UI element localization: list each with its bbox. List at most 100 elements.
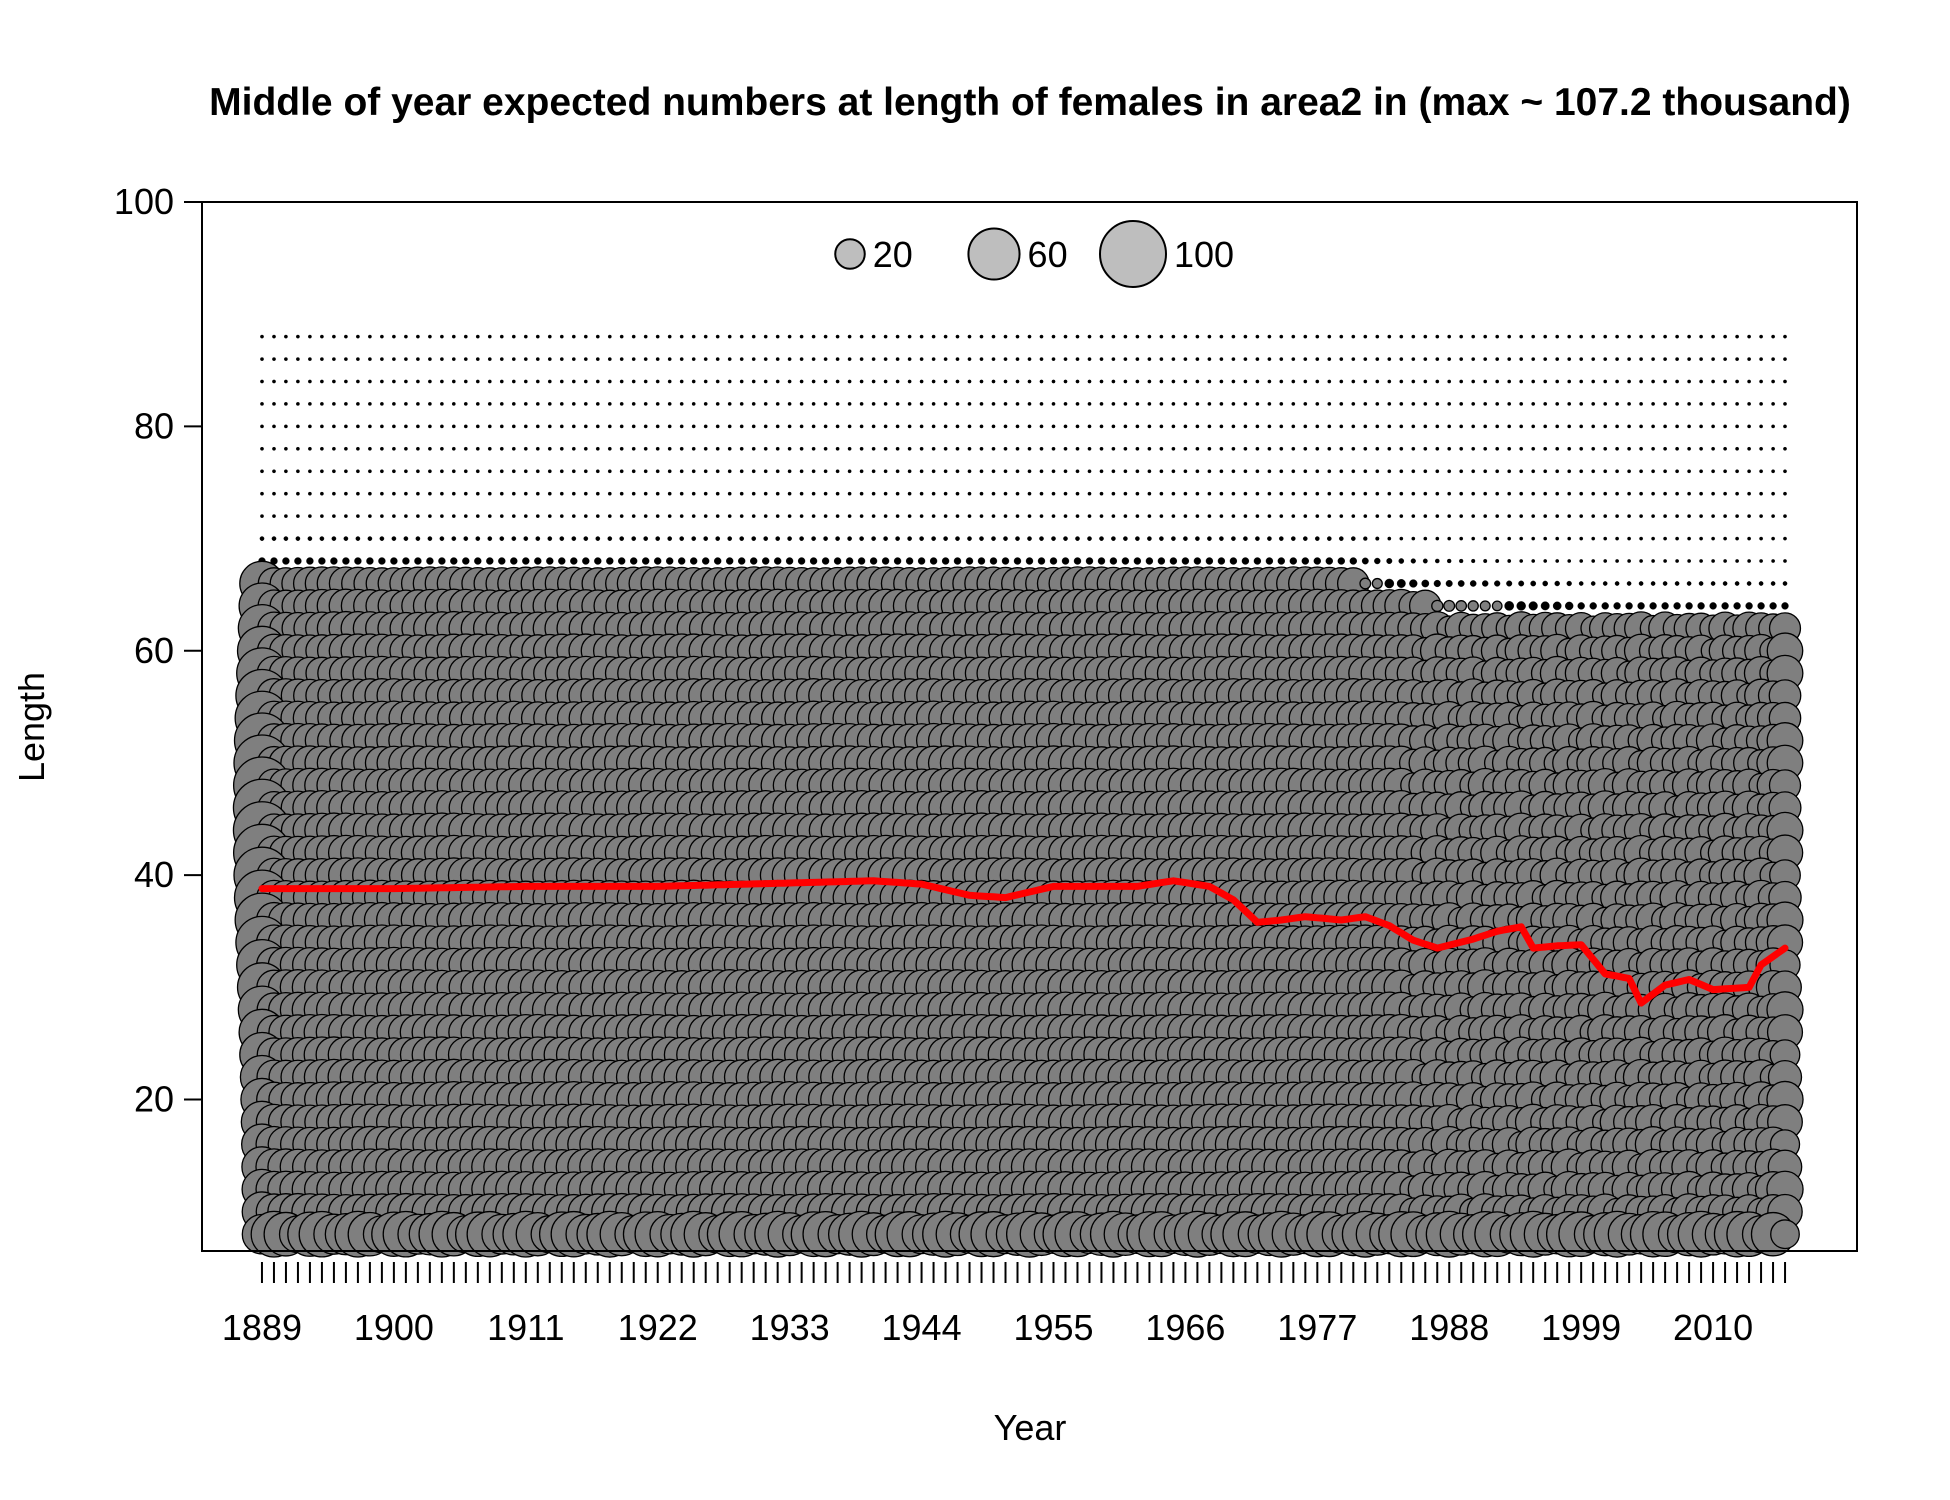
bubble [416, 491, 420, 496]
bubble [1099, 334, 1104, 339]
bubble [1039, 514, 1044, 518]
bubble [679, 424, 684, 429]
bubble [955, 424, 960, 429]
bubble [547, 334, 552, 339]
bubble [583, 446, 588, 451]
bubble [691, 514, 696, 518]
bubble [1783, 469, 1787, 474]
bubble [1675, 402, 1679, 406]
bubble [1759, 446, 1763, 451]
bubble [272, 424, 276, 429]
bubble [1111, 446, 1116, 451]
bubble [1447, 558, 1452, 564]
bubble [1759, 334, 1763, 339]
bubble [1183, 402, 1188, 406]
bubble [1723, 424, 1727, 429]
bubble [691, 491, 696, 496]
bubble [1135, 536, 1140, 541]
bubble [1519, 379, 1524, 384]
bubble [1087, 514, 1092, 518]
bubble [296, 469, 300, 474]
bubble [1589, 602, 1597, 610]
bubble [1577, 602, 1585, 610]
bubble [1051, 446, 1056, 451]
bubble [272, 446, 276, 451]
bubble [428, 469, 432, 474]
bubble [1495, 446, 1500, 451]
bubble [1291, 424, 1296, 429]
bubble [1375, 402, 1380, 406]
bubble [811, 514, 816, 518]
bubble [895, 469, 900, 474]
bubble [1457, 580, 1465, 587]
bubble [1663, 357, 1667, 361]
bubble [1063, 491, 1068, 496]
bubble [522, 557, 530, 565]
bubble [440, 491, 444, 496]
bubble [1255, 536, 1260, 541]
bubble [1015, 469, 1020, 474]
bubble [715, 536, 721, 541]
bubble [1663, 559, 1667, 563]
bubble [1675, 491, 1679, 496]
bubble [1555, 469, 1560, 474]
bubble [284, 491, 288, 496]
bubble [1519, 424, 1524, 429]
bubble [823, 424, 828, 429]
bubble [643, 514, 648, 518]
bubble [943, 379, 948, 384]
bubble [1327, 446, 1332, 451]
bubble [1075, 357, 1080, 361]
bubble [1159, 424, 1164, 429]
bubble [1387, 402, 1392, 406]
bubble [1519, 536, 1524, 541]
bubble [799, 491, 804, 496]
bubble [1135, 334, 1140, 339]
bubble [991, 536, 996, 541]
bubble [308, 334, 312, 339]
bubble [1709, 602, 1717, 610]
bubble [475, 424, 480, 429]
bubble [368, 424, 372, 429]
bubble [583, 424, 588, 429]
bubble [1315, 536, 1320, 541]
bubble [547, 402, 552, 406]
bubble [1699, 402, 1703, 406]
bubble [1219, 357, 1224, 361]
bubble [1243, 491, 1248, 496]
bubble [895, 402, 900, 406]
bubble [1663, 536, 1667, 541]
bubble [631, 424, 636, 429]
bubble [1135, 357, 1140, 361]
bubble [1721, 602, 1729, 610]
bubble [919, 469, 924, 474]
bubble [1495, 357, 1500, 361]
bubble [1386, 558, 1393, 564]
bubble [1555, 357, 1560, 361]
bubble [967, 514, 972, 518]
bubble [1279, 379, 1284, 384]
bubble [1615, 402, 1619, 406]
bubble [751, 514, 756, 518]
bubble [392, 379, 396, 384]
bubble [1171, 379, 1176, 384]
bubble [799, 536, 804, 541]
bubble [1147, 491, 1152, 496]
bubble [487, 357, 492, 361]
bubble [272, 334, 276, 339]
bubble [1747, 402, 1751, 406]
bubble [1675, 379, 1679, 384]
bubble [883, 424, 888, 429]
bubble [1471, 491, 1476, 496]
bubble [667, 446, 672, 451]
bubble [356, 334, 360, 339]
bubble [1771, 514, 1775, 518]
bubble [463, 402, 468, 406]
bubble [1135, 402, 1140, 406]
bubble [1591, 357, 1596, 361]
bubble [1591, 491, 1596, 496]
bubble [559, 446, 564, 451]
bubble [1565, 601, 1574, 611]
bubble [1339, 379, 1344, 384]
bubble [1375, 357, 1380, 361]
